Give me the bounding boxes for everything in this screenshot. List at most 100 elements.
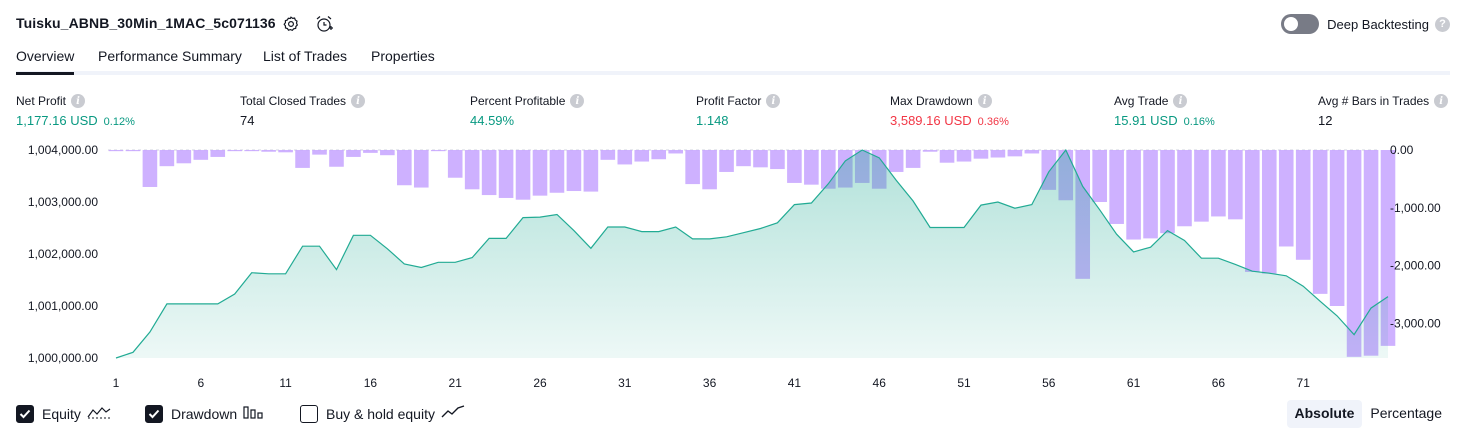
drawdown-bar xyxy=(244,150,259,152)
drawdown-bar xyxy=(464,150,480,190)
drawdown-bar xyxy=(1261,150,1277,274)
strategy-name: Tuisku_ABNB_30Min_1MAC_5c071136 xyxy=(16,15,276,31)
metric-percent: 0.12% xyxy=(103,116,135,128)
percentage-button[interactable]: Percentage xyxy=(1370,405,1442,421)
info-icon[interactable]: i xyxy=(1434,94,1449,108)
drawdown-bar xyxy=(210,150,226,157)
drawdown-bar xyxy=(1245,150,1260,272)
info-icon[interactable]: i xyxy=(766,94,781,108)
x-axis-tick: 16 xyxy=(364,376,378,390)
info-icon[interactable]: i xyxy=(1173,94,1188,108)
metric-avg-trade: Avg Trade i 15.91 USD 0.16% xyxy=(1114,94,1215,128)
metric-max-drawdown: Max Drawdown i 3,589.16 USD 0.36% xyxy=(890,94,1009,128)
drawdown-bar xyxy=(142,150,158,187)
drawdown-bar xyxy=(1177,150,1192,227)
report-tabs: Overview Performance Summary List of Tra… xyxy=(16,48,1450,75)
drawdown-bar xyxy=(329,150,344,167)
metric-net-profit: Net Profit i 1,177.16 USD 0.12% xyxy=(16,94,135,128)
checkbox-buy-hold-equity[interactable] xyxy=(300,405,318,423)
metric-label: Max Drawdown xyxy=(890,94,973,108)
drawdown-bar xyxy=(125,150,141,152)
metric-label: Avg Trade xyxy=(1114,94,1169,108)
x-axis-tick: 36 xyxy=(703,376,717,390)
drawdown-bar xyxy=(600,150,616,160)
metric-value: 1,177.16 USD xyxy=(16,113,98,128)
x-axis-tick: 66 xyxy=(1212,376,1226,390)
checkbox-drawdown[interactable] xyxy=(145,405,163,423)
metric-value: 3,589.16 USD xyxy=(890,113,972,128)
drawdown-bar xyxy=(227,150,243,152)
drawdown-bar xyxy=(787,150,802,183)
drawdown-bar xyxy=(1380,150,1396,346)
drawdown-axis-tick: -2,000.00 xyxy=(1390,259,1441,273)
metric-value: 15.91 USD xyxy=(1114,113,1178,128)
x-axis-tick: 21 xyxy=(449,376,463,390)
metric-value: 74 xyxy=(240,113,255,128)
legend-equity[interactable]: Equity xyxy=(16,403,111,425)
drawdown-bar xyxy=(549,150,565,193)
drawdown-bar xyxy=(1211,150,1226,217)
alarm-add-icon[interactable] xyxy=(314,13,334,35)
x-axis-tick: 6 xyxy=(197,376,204,390)
tab-properties[interactable]: Properties xyxy=(371,48,435,64)
drawdown-bar xyxy=(1363,150,1379,356)
x-axis-tick: 61 xyxy=(1127,376,1141,390)
drawdown-bar xyxy=(651,150,667,160)
legend-drawdown[interactable]: Drawdown xyxy=(145,403,265,425)
drawdown-bar xyxy=(1278,150,1294,247)
tab-list-of-trades[interactable]: List of Trades xyxy=(263,48,348,64)
help-icon[interactable]: ? xyxy=(1435,16,1450,32)
gear-icon[interactable] xyxy=(281,13,301,35)
equity-line xyxy=(115,148,1389,359)
drawdown-bar xyxy=(430,150,446,152)
x-axis-tick: 11 xyxy=(279,376,292,390)
info-icon[interactable]: i xyxy=(71,94,86,108)
metric-value: 1.148 xyxy=(696,113,729,128)
drawdown-bar xyxy=(973,150,989,159)
drawdown-bar xyxy=(481,150,497,196)
drawdown-bar xyxy=(176,150,192,164)
tab-overview[interactable]: Overview xyxy=(16,48,75,75)
drawdown-bar xyxy=(956,150,972,162)
drawdown-axis-tick: -3,000.00 xyxy=(1390,316,1441,330)
deep-backtesting-control: Deep Backtesting ? xyxy=(1281,13,1450,35)
deep-backtesting-label: Deep Backtesting xyxy=(1327,16,1429,32)
drawdown-bar xyxy=(1312,150,1328,294)
x-axis-tick: 31 xyxy=(618,376,632,390)
drawdown-bar xyxy=(380,150,395,156)
info-icon[interactable]: i xyxy=(977,94,992,108)
drawdown-bar xyxy=(1160,150,1175,234)
drawdown-bar xyxy=(363,150,378,153)
drawdown-bar xyxy=(159,150,175,167)
metric-total-closed-trades: Total Closed Trades i 74 xyxy=(240,94,366,128)
info-icon[interactable]: i xyxy=(570,94,585,108)
equity-drawdown-chart[interactable]: 1,000,000.00 1,001,000.00 1,002,000.00 1,00… xyxy=(0,140,1466,398)
report-header: Tuisku_ABNB_30Min_1MAC_5c071136 Deep Bac… xyxy=(16,13,1450,35)
drawdown-bar xyxy=(1329,150,1345,306)
drawdown-bar xyxy=(583,150,599,192)
absolute-button[interactable]: Absolute xyxy=(1286,400,1363,428)
legend-label: Buy & hold equity xyxy=(326,406,435,422)
drawdown-bar xyxy=(397,150,412,186)
metric-profit-factor: Profit Factor i 1.148 xyxy=(696,94,781,128)
deep-backtesting-toggle[interactable] xyxy=(1281,14,1320,34)
legend-buy-hold-equity[interactable]: Buy & hold equity xyxy=(300,403,465,425)
drawdown-bar xyxy=(193,150,209,160)
tab-performance-summary[interactable]: Performance Summary xyxy=(98,48,242,64)
checkbox-equity[interactable] xyxy=(16,405,34,423)
drawdown-bar xyxy=(498,150,514,198)
drawdown-bar xyxy=(278,150,293,153)
drawdown-bar xyxy=(634,150,650,162)
drawdown-bar xyxy=(1228,150,1243,220)
drawdown-axis-tick: -1,000.00 xyxy=(1390,201,1441,215)
metric-value: 44.59% xyxy=(470,113,515,128)
x-axis-tick: 1 xyxy=(113,376,120,390)
drawdown-bar xyxy=(515,150,531,200)
drawdown-bar xyxy=(922,150,938,152)
drawdown-bar xyxy=(685,150,700,185)
info-icon[interactable]: i xyxy=(351,94,366,108)
drawdown-bar xyxy=(1024,150,1040,154)
drawdown-bar xyxy=(1092,150,1107,202)
drawdown-bar xyxy=(1346,150,1362,357)
drawdown-bar xyxy=(905,150,921,168)
